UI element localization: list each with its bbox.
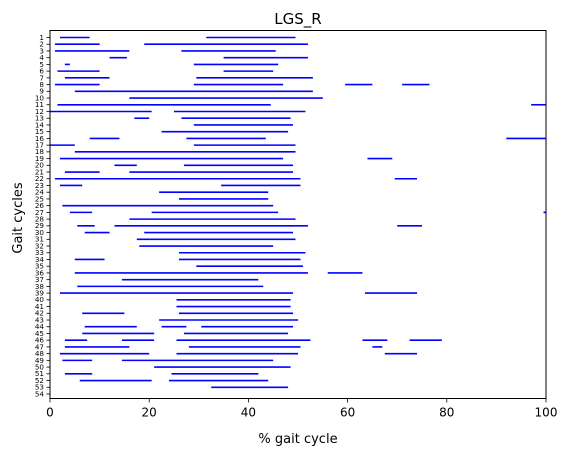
x-tick-label: 20 [142,406,157,420]
chart-title: LGS_R [274,10,321,29]
y-tick-label: 44 [35,322,45,331]
y-tick-label: 12 [35,107,44,116]
x-tick-label: 60 [340,406,355,420]
y-tick-label: 18 [35,147,45,156]
y-tick-label: 47 [35,342,44,351]
y-tick-label: 2 [39,40,44,49]
y-tick-label: 25 [35,194,44,203]
y-tick-label: 37 [35,275,44,284]
y-tick-label: 53 [35,383,44,392]
y-tick-label: 6 [39,67,44,76]
y-tick-label: 24 [35,188,45,197]
y-tick-label: 17 [35,141,44,150]
y-tick-label: 22 [35,174,44,183]
x-tick-label: 80 [439,406,454,420]
y-tick-label: 1 [39,33,44,42]
y-tick-label: 43 [35,315,44,324]
x-tick-label: 100 [535,406,558,420]
y-tick-label: 7 [39,73,44,82]
y-tick-label: 40 [35,295,45,304]
y-tick-label: 20 [35,161,45,170]
y-tick-label: 29 [35,221,45,230]
y-tick-label: 54 [35,389,45,398]
y-tick-label: 42 [35,309,44,318]
y-tick-label: 13 [35,114,44,123]
y-tick-label: 45 [35,329,44,338]
y-tick-label: 21 [35,167,44,176]
x-axis-label: % gait cycle [258,432,337,447]
y-tick-label: 3 [39,46,44,55]
y-tick-label: 5 [39,60,44,69]
y-tick-label: 46 [35,336,45,345]
y-tick-label: 26 [35,201,45,210]
x-tick-label: 40 [241,406,256,420]
y-tick-label: 10 [35,93,45,102]
y-tick-label: 33 [35,248,44,257]
y-tick-label: 30 [35,228,45,237]
y-tick-label: 11 [35,100,44,109]
y-tick-label: 19 [35,154,45,163]
y-tick-label: 48 [35,349,45,358]
y-tick-label: 14 [35,120,45,129]
y-tick-label: 4 [39,53,44,62]
y-tick-label: 27 [35,208,44,217]
y-tick-label: 8 [39,80,44,89]
y-tick-label: 28 [35,215,45,224]
x-tick-label: 0 [46,406,54,420]
y-tick-label: 52 [35,376,44,385]
plot-frame [49,30,547,399]
y-tick-label: 38 [35,282,45,291]
y-tick-label: 41 [35,302,44,311]
y-tick-label: 16 [35,134,45,143]
y-tick-label: 31 [35,235,44,244]
y-tick-label: 39 [35,289,45,298]
y-tick-label: 34 [35,255,45,264]
y-axis-label: Gait cycles [11,182,26,253]
y-tick-label: 50 [35,362,45,371]
y-tick-label: 35 [35,262,44,271]
y-tick-label: 9 [39,87,44,96]
y-tick-label: 15 [35,127,44,136]
y-tick-label: 51 [35,369,44,378]
y-tick-label: 36 [35,268,45,277]
plot-area: 1234567891011121314151617181920212223242… [35,33,558,420]
y-tick-label: 32 [35,241,44,250]
y-tick-label: 23 [35,181,44,190]
y-tick-label: 49 [35,356,45,365]
